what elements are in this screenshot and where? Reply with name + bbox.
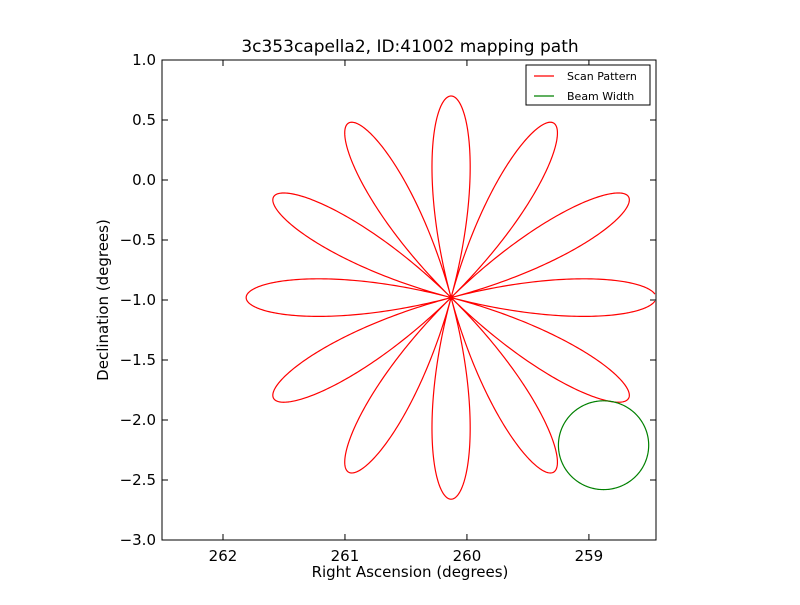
chart-title: 3c353capella2, ID:41002 mapping path: [241, 37, 578, 57]
series-line-scan-pattern: [245, 95, 656, 500]
x-axis-label: Right Ascension (degrees): [312, 563, 509, 581]
legend-label-scan-pattern: Scan Pattern: [567, 70, 637, 83]
y-tick-label: 0.5: [132, 111, 156, 129]
x-tick-label: 260: [453, 547, 482, 565]
x-tick-label: 262: [209, 547, 238, 565]
y-axis-label: Declination (degrees): [94, 219, 112, 381]
y-tick-label: 0.0: [132, 171, 156, 189]
y-axis: 1.0 0.5 0.0 −0.5 −1.0 −1.5 −2.0 −2.5 −3.0: [120, 51, 656, 549]
series-line-beam-width: [557, 400, 650, 491]
legend-label-beam-width: Beam Width: [567, 90, 634, 103]
y-tick-label: 1.0: [132, 51, 156, 69]
series-layer: [245, 95, 656, 500]
y-tick-label: −2.5: [120, 471, 156, 489]
legend: Scan Pattern Beam Width: [525, 64, 651, 106]
y-tick-label: −3.0: [120, 531, 156, 549]
y-tick-label: −2.0: [120, 411, 156, 429]
x-tick-label: 261: [331, 547, 360, 565]
y-tick-label: −0.5: [120, 231, 156, 249]
x-axis: 262 261 260 259: [209, 60, 604, 565]
x-tick-label: 259: [575, 547, 604, 565]
legend-box: [525, 64, 651, 106]
plot-area: [245, 95, 656, 500]
y-tick-label: −1.5: [120, 351, 156, 369]
y-tick-label: −1.0: [120, 291, 156, 309]
